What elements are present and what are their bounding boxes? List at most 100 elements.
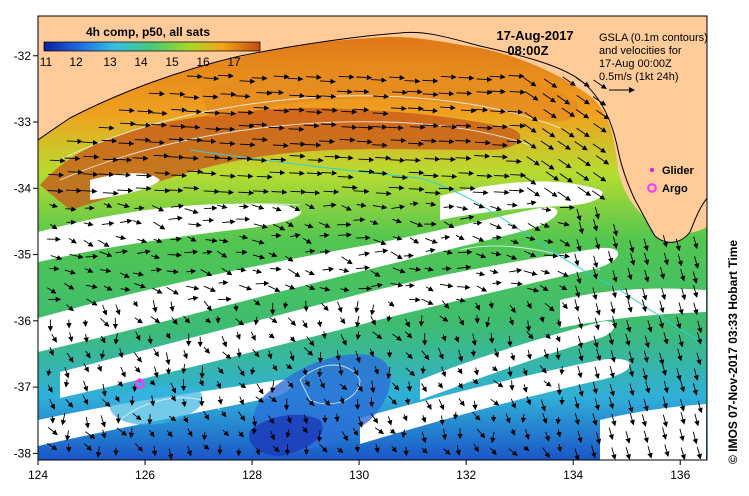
velocity-arrow [476, 271, 486, 277]
velocity-arrow [151, 205, 165, 212]
velocity-arrow [392, 267, 406, 274]
velocity-arrow [370, 315, 376, 326]
velocity-arrow [561, 107, 576, 118]
velocity-arrow [83, 154, 100, 160]
velocity-arrow [166, 268, 179, 275]
velocity-arrow [65, 206, 77, 212]
colorbar-gradient [43, 41, 261, 52]
velocity-arrow [489, 88, 506, 95]
velocity-arrow [423, 173, 439, 179]
velocity-arrow [135, 122, 152, 128]
y-tick-label: -38 [14, 446, 32, 460]
velocity-arrow [337, 174, 354, 180]
velocity-arrow [338, 267, 350, 274]
velocity-arrow [458, 75, 475, 81]
velocity-arrow [370, 77, 387, 83]
velocity-arrow [272, 364, 278, 372]
velocity-arrow [387, 416, 393, 426]
velocity-arrow [134, 317, 143, 324]
velocity-arrow [404, 318, 410, 328]
velocity-arrow [574, 299, 580, 312]
velocity-arrow [458, 170, 475, 176]
velocity-arrow [270, 380, 276, 394]
velocity-arrow [370, 413, 379, 424]
velocity-arrow [202, 249, 213, 256]
velocity-arrow [409, 266, 422, 273]
velocity-arrow [166, 287, 179, 295]
velocity-arrow [391, 174, 408, 181]
velocity-arrow [574, 412, 580, 426]
velocity-arrow [627, 267, 633, 281]
velocity-arrow [102, 304, 108, 316]
velocity-arrow [556, 444, 563, 453]
velocity-arrow [375, 155, 392, 161]
velocity-arrow [455, 123, 472, 129]
velocity-arrow [319, 378, 325, 389]
velocity-arrow [150, 316, 161, 324]
velocity-arrow [202, 444, 210, 450]
velocity-arrow [401, 429, 407, 439]
velocity-arrow [353, 188, 370, 195]
velocity-arrow [51, 333, 57, 343]
colorbar-tick-label: 13 [103, 55, 117, 69]
velocity-arrow [556, 95, 571, 105]
velocity-arrow [508, 73, 525, 79]
velocity-arrow [216, 203, 228, 210]
legend: Glider Argo [647, 165, 695, 195]
velocity-arrow [305, 94, 322, 100]
velocity-arrow [319, 138, 335, 145]
velocity-arrow [510, 352, 516, 361]
argo-marker[interactable] [134, 378, 145, 389]
velocity-arrow [664, 444, 670, 457]
velocity-arrow [391, 204, 406, 210]
velocity-arrow [576, 271, 582, 285]
velocity-arrow [270, 266, 282, 272]
velocity-arrow [336, 447, 344, 453]
velocity-arrow [526, 301, 532, 309]
velocity-arrow [60, 412, 67, 426]
velocity-arrow [438, 138, 455, 145]
velocity-arrow [593, 335, 599, 349]
velocity-arrow [101, 220, 115, 227]
velocity-arrow [592, 96, 607, 106]
velocity-arrow [662, 396, 668, 410]
velocity-arrow [525, 91, 539, 101]
velocity-arrow [68, 238, 77, 244]
velocity-arrow [171, 107, 188, 113]
velocity-arrow [388, 395, 397, 405]
velocity-arrow [306, 170, 323, 177]
velocity-arrow [217, 396, 223, 405]
velocity-arrow [151, 445, 158, 457]
velocity-arrow [386, 315, 392, 323]
velocity-arrow [527, 287, 540, 293]
velocity-arrow [323, 398, 331, 406]
velocity-arrow [422, 91, 439, 98]
velocity-arrow [302, 368, 308, 376]
velocity-arrow [222, 219, 236, 225]
velocity-arrow [404, 157, 421, 163]
velocity-arrow [219, 126, 236, 132]
velocity-arrow [251, 122, 268, 128]
velocity-arrow [251, 239, 265, 245]
velocity-arrow [200, 138, 217, 145]
velocity-arrow [237, 109, 254, 116]
velocity-arrow [202, 94, 219, 100]
velocity-arrow [594, 237, 601, 250]
velocity-arrow [526, 331, 534, 340]
velocity-arrow [304, 270, 315, 276]
velocity-arrow [220, 411, 227, 418]
velocity-arrow [643, 350, 649, 363]
velocity-arrow [170, 203, 184, 209]
velocity-arrow [540, 269, 551, 275]
velocity-arrow [472, 400, 478, 411]
velocity-arrow [490, 205, 502, 212]
velocity-arrow [629, 383, 635, 397]
velocity-arrow [317, 352, 324, 364]
velocity-arrow [403, 446, 409, 457]
velocity-arrow [204, 205, 218, 211]
velocity-arrow [188, 222, 202, 228]
velocity-arrow [643, 252, 650, 266]
velocity-arrow [386, 366, 392, 379]
velocity-arrow [492, 123, 508, 130]
